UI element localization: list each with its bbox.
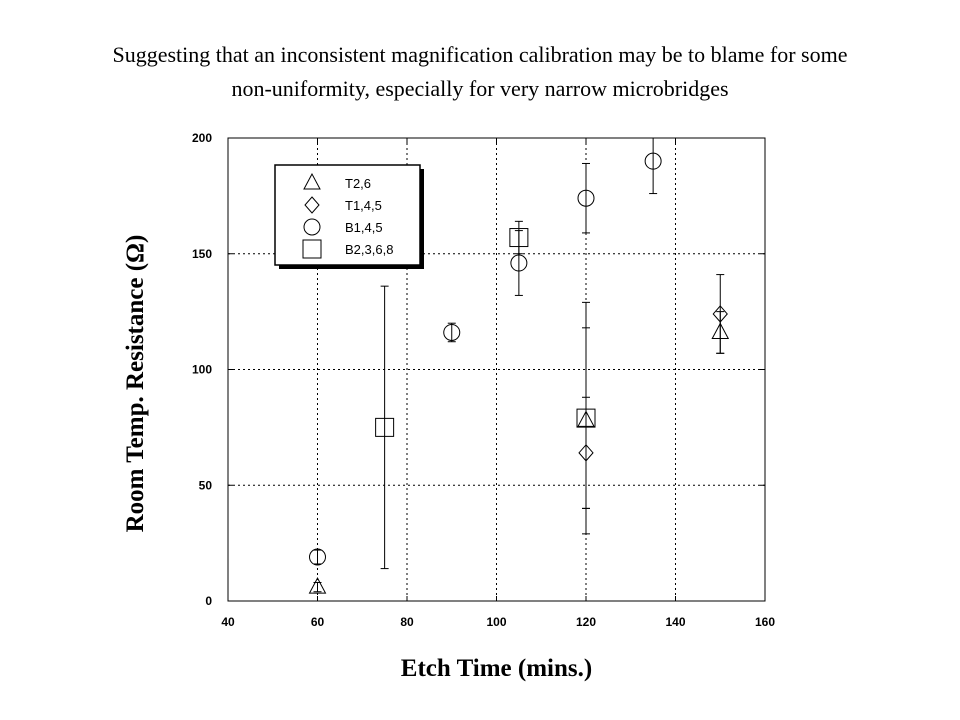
data-point	[309, 548, 326, 566]
y-tick-label: 150	[192, 247, 212, 261]
square-marker	[375, 417, 395, 437]
data-series	[308, 137, 730, 594]
square-legend-icon	[302, 239, 322, 259]
x-tick-label: 140	[665, 615, 685, 629]
y-axis-title: Room Temp. Resistance (Ω)	[122, 235, 149, 533]
legend-item: B2,3,6,8	[302, 239, 393, 259]
x-tick-label: 60	[311, 615, 325, 629]
legend-item: T2,6	[303, 172, 371, 191]
axis-ticks: 40 60 80 100 120 140 160 0 50 100 150 200	[192, 131, 775, 629]
legend-label: T1,4,5	[345, 198, 382, 213]
legend-box	[274, 164, 421, 266]
legend-label: B1,4,5	[345, 220, 383, 235]
slide-title-line-2: non-uniformity, especially for very narr…	[231, 76, 729, 101]
series-square	[375, 220, 596, 570]
data-point	[308, 577, 327, 594]
circle-marker	[309, 548, 326, 566]
y-tick-label: 200	[192, 131, 212, 145]
x-tick-label: 40	[221, 615, 235, 629]
circle-legend-icon	[303, 218, 321, 236]
square-marker	[509, 228, 529, 248]
legend-item: T1,4,5	[304, 196, 382, 214]
square-marker	[576, 408, 596, 428]
data-point	[509, 220, 529, 255]
slide-title-line-1: Suggesting that an inconsistent magnific…	[112, 42, 848, 67]
legend-label: B2,3,6,8	[345, 242, 393, 257]
x-tick-label: 160	[755, 615, 775, 629]
data-point	[576, 301, 596, 535]
circle-marker	[644, 152, 662, 170]
y-tick-label: 100	[192, 363, 212, 377]
x-tick-label: 120	[576, 615, 596, 629]
data-point	[577, 162, 595, 234]
legend-label: T2,6	[345, 176, 371, 191]
data-point	[712, 274, 728, 354]
y-tick-label: 50	[199, 478, 213, 492]
x-axis-title: Etch Time (mins.)	[401, 655, 592, 682]
circle-marker	[443, 323, 461, 341]
circle-marker	[577, 189, 595, 207]
series-triangle	[308, 311, 730, 594]
data-point	[443, 322, 461, 343]
legend: T2,6 T1,4,5 B1,4,5 B2,3,6,8	[274, 164, 424, 269]
x-tick-label: 80	[400, 615, 414, 629]
y-tick-label: 0	[205, 594, 212, 608]
series-diamond	[578, 274, 728, 509]
data-point	[375, 285, 395, 570]
slide-title: Suggesting that an inconsistent magnific…	[0, 38, 960, 106]
circle-marker	[510, 254, 528, 272]
legend-item: B1,4,5	[303, 218, 383, 236]
x-tick-label: 100	[486, 615, 506, 629]
diamond-marker	[712, 305, 728, 323]
diamond-legend-icon	[304, 196, 320, 214]
data-point	[644, 137, 662, 195]
triangle-marker	[308, 577, 327, 594]
triangle-legend-icon	[303, 172, 321, 190]
